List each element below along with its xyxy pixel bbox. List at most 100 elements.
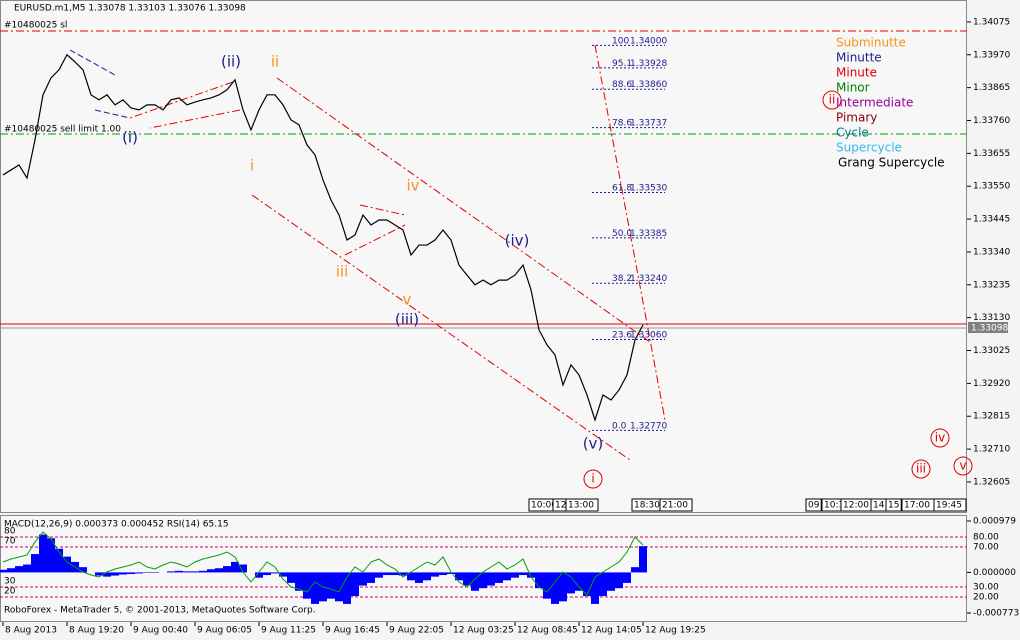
macd-bar: [535, 572, 543, 589]
macd-bar: [407, 572, 415, 581]
fib-level: 95.1: [612, 58, 632, 68]
macd-bar: [135, 572, 143, 574]
macd-bar: [551, 572, 559, 604]
macd-bar: [239, 564, 247, 573]
fib-level: 61.8: [612, 183, 632, 193]
macd-bar: [23, 564, 31, 573]
macd-bar: [279, 572, 287, 577]
fib-price: 1.34000: [630, 36, 667, 46]
level-label: 70: [4, 537, 16, 547]
price-panel: [0, 0, 967, 513]
macd-bar: [191, 571, 199, 573]
wave-label: (iv): [505, 232, 530, 250]
y-tick-label: 0.000979: [973, 516, 1016, 526]
time-marker-box: [933, 498, 967, 512]
macd-bar: [95, 572, 103, 576]
wave-label: i: [591, 472, 594, 486]
time-marker: 15: [888, 501, 899, 511]
fib-level: 0.0: [612, 421, 627, 431]
macd-bar: [495, 572, 503, 583]
fib-price: 1.33060: [630, 330, 667, 340]
x-tick-label: 9 Aug 22:05: [389, 626, 444, 636]
macd-bar: [351, 572, 359, 597]
fib-price: 1.33737: [630, 118, 667, 128]
x-tick-label: 9 Aug 06:05: [197, 626, 252, 636]
macd-bar: [103, 572, 111, 577]
fib-label: 95.11.33928: [612, 58, 667, 68]
last-price-box: [968, 322, 1008, 333]
order-label: #10480025 sell limit 1.00: [4, 125, 121, 135]
time-marker-box: [885, 498, 902, 512]
macd-bar: [31, 554, 39, 573]
macd-bar: [583, 572, 591, 597]
fib-label: 50.01.33385: [612, 228, 667, 238]
macd-bar: [591, 572, 599, 604]
time-marker-box: [805, 498, 822, 512]
wave-label: (iii): [395, 311, 419, 329]
macd-bar: [15, 566, 23, 573]
wave-label: (ii): [221, 53, 241, 71]
time-marker: 21:00: [662, 501, 688, 511]
time-marker: 12:00: [843, 501, 869, 511]
y-tick-label: 1.32710: [973, 445, 1010, 455]
x-tick-label: 9 Aug 00:40: [133, 626, 188, 636]
macd-bar: [423, 572, 431, 581]
fib-level: 38.2: [612, 274, 632, 284]
fib-price: 1.33928: [630, 58, 667, 68]
macd-bar: [623, 572, 631, 583]
wave-circle: [953, 456, 973, 476]
y-tick-label: 1.33340: [973, 247, 1010, 257]
macd-bar: [263, 572, 271, 576]
indicator-panel: [0, 515, 967, 622]
macd-bar: [311, 572, 319, 604]
time-marker: 14: [873, 501, 885, 511]
level-label: 30: [4, 577, 16, 587]
wave-label: ii: [829, 93, 836, 107]
y-tick-label: 1.33865: [973, 83, 1010, 93]
x-tick-label: 9 Aug 16:45: [325, 626, 380, 636]
macd-bar: [199, 570, 207, 573]
y2-tick-label: 30.00: [973, 583, 999, 593]
last-price-label: 1.33098: [971, 324, 1008, 334]
time-marker: 17:00: [904, 501, 930, 511]
wave-label: i: [250, 157, 254, 175]
legend-entry: Cycle: [836, 126, 869, 140]
fib-label: 78.61.33737: [612, 118, 667, 128]
legend-entry: Minutte: [836, 51, 882, 65]
chart-title: EURUSD.m1,M5 1.33078 1.33103 1.33076 1.3…: [14, 4, 246, 14]
time-marker: 19:45: [936, 501, 962, 511]
wave-circle: [583, 469, 603, 489]
time-marker: 10:3: [824, 501, 844, 511]
macd-bar: [111, 572, 119, 576]
macd-bar: [255, 572, 263, 578]
macd-bar: [367, 572, 375, 583]
x-tick-label: 9 Aug 11:25: [261, 626, 316, 636]
fib-price: 1.33530: [630, 183, 667, 193]
fib-price: 1.33240: [630, 274, 667, 284]
y-tick-label: 1.33445: [973, 215, 1010, 225]
fib-level: 50.0: [612, 228, 632, 238]
macd-bar: [119, 572, 127, 575]
macd-bar: [175, 570, 183, 573]
wave-circle: [911, 459, 931, 479]
time-marker: 09: [808, 501, 820, 511]
macd-bar: [359, 572, 367, 586]
fib-level: 23.6: [612, 330, 632, 340]
fib-label: 38.21.33240: [612, 274, 667, 284]
macd-bar: [399, 572, 407, 576]
y-tick-label: 1.33970: [973, 50, 1010, 60]
x-tick-label: 12 Aug 03:25: [453, 626, 514, 636]
legend-entry: Grang Supercycle: [838, 156, 945, 170]
macd-bar: [607, 572, 615, 591]
macd-bar: [375, 572, 383, 578]
y2-tick-label: 80.00: [973, 533, 999, 543]
wave-label: iv: [406, 177, 419, 195]
macd-bar: [383, 572, 391, 576]
legend-entry: Pimary: [836, 111, 877, 125]
y-tick-label: 1.33760: [973, 116, 1010, 126]
macd-bar: [463, 572, 471, 586]
price-line: [2, 53, 644, 422]
y-tick-label: 1.33025: [973, 346, 1010, 356]
y-tick-label: 1.33550: [973, 182, 1010, 192]
